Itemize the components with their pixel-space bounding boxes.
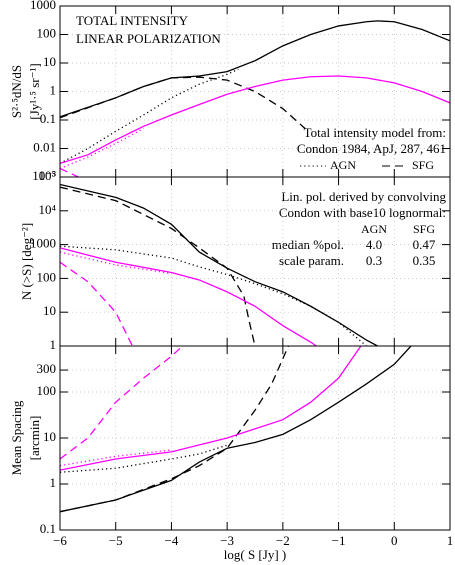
y-axis-label: [Jy¹·⁵ sr⁻¹] — [27, 63, 42, 119]
y-tick-label: 0.1 — [40, 521, 56, 536]
series-line — [60, 76, 306, 130]
plot-area — [60, 346, 412, 513]
x-tick-label: −1 — [332, 533, 346, 548]
plot-area — [60, 20, 450, 177]
table-header: AGN — [361, 222, 387, 236]
x-tick-label: −5 — [109, 533, 123, 548]
series-line — [60, 346, 184, 460]
series-line — [60, 346, 290, 513]
legend-label: AGN — [330, 158, 356, 172]
legend-label: SFG — [412, 158, 434, 172]
y-tick-label: 1 — [50, 82, 57, 97]
series-line — [60, 186, 256, 346]
table-cell: median %pol. — [272, 237, 344, 252]
y-tick-label: 100 — [37, 383, 57, 398]
annotation: Total intensity model from: — [304, 125, 446, 140]
x-tick-label: −2 — [276, 533, 290, 548]
series-line — [60, 247, 317, 346]
y-tick-label: 1 — [50, 475, 57, 490]
series-line — [60, 449, 172, 467]
y-axis-label: N (>S) [deg⁻²] — [19, 223, 34, 300]
y-tick-label: 10⁵ — [38, 168, 56, 183]
y-tick-label: 10⁻³ — [32, 168, 56, 183]
table-cell: 0.3 — [366, 253, 382, 268]
annotation: LINEAR POLARIZATION — [76, 31, 221, 46]
series-line — [60, 346, 412, 513]
x-tick-label: −4 — [165, 533, 179, 548]
plot-area — [60, 183, 378, 346]
x-tick-label: 0 — [391, 533, 398, 548]
x-tick-label: −3 — [220, 533, 234, 548]
y-tick-label: 1 — [50, 337, 57, 352]
annotation: Lin. pol. derived by convolving — [281, 189, 446, 204]
y-tick-label: 10 — [43, 54, 56, 69]
x-tick-label: 1 — [447, 533, 454, 548]
table-header: SFG — [413, 222, 435, 236]
table-cell: 0.35 — [413, 253, 436, 268]
y-tick-label: 300 — [37, 361, 57, 376]
series-line — [60, 444, 228, 473]
y-tick-label: 0.01 — [33, 139, 56, 154]
x-tick-label: −6 — [53, 533, 67, 548]
y-tick-label: 10⁴ — [38, 202, 56, 217]
y-tick-label: 1000 — [30, 0, 56, 12]
series-line — [60, 245, 367, 346]
y-axis-label: [arcmin] — [27, 416, 42, 461]
annotation: Condon 1984, ApJ, 287, 461 — [297, 141, 446, 156]
y-tick-label: 10 — [43, 429, 56, 444]
annotation: Condon with base10 lognormal: — [279, 205, 446, 220]
table-cell: 4.0 — [366, 237, 382, 252]
axes-frame — [59, 345, 451, 531]
series-line — [60, 68, 239, 164]
y-tick-label: 100 — [37, 25, 57, 40]
series-line — [60, 261, 134, 346]
series-line — [60, 346, 362, 471]
x-axis-label: log( S [Jy] ) — [224, 547, 286, 562]
y-axis-label: Mean Spacing — [9, 400, 24, 475]
y-tick-label: 0.1 — [40, 111, 56, 126]
y-axis-label: S²·⁵dN/dS — [9, 65, 24, 118]
annotation: TOTAL INTENSITY — [76, 13, 189, 28]
series-line — [60, 167, 80, 177]
y-tick-label: 100 — [37, 269, 57, 284]
table-cell: scale param. — [279, 253, 344, 268]
series-line — [60, 75, 450, 165]
series-line — [60, 183, 378, 346]
y-tick-label: 1000 — [30, 236, 56, 251]
y-tick-label: 10 — [43, 303, 56, 318]
